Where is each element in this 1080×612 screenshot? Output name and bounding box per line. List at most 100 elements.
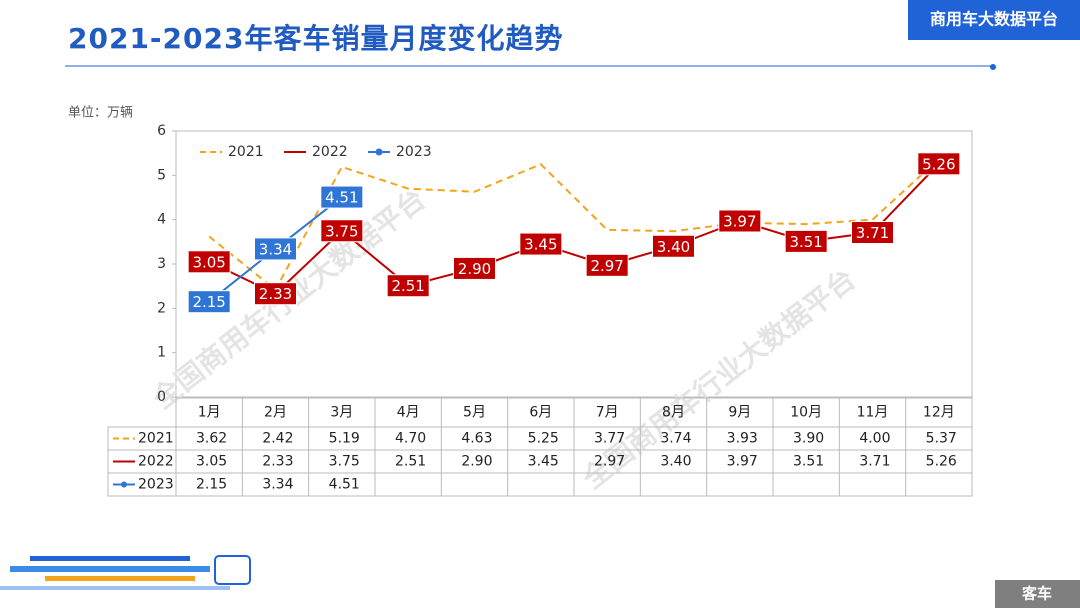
table-cell: 4.51 (329, 477, 360, 493)
table-series-name: 2021 (138, 431, 174, 447)
data-label: 3.97 (723, 212, 756, 230)
footer-box (995, 580, 1080, 608)
table-cell: 5.19 (329, 431, 360, 447)
label-box (917, 152, 961, 176)
table-cell: 3.74 (660, 431, 691, 447)
decoration (0, 555, 251, 590)
data-label: 3.71 (856, 224, 889, 242)
table-cell: 3.45 (528, 454, 559, 470)
table-cell: 2.33 (262, 454, 293, 470)
table-cell: 3.05 (196, 454, 227, 470)
y-tick-label: 5 (157, 167, 166, 183)
y-tick-label: 1 (157, 345, 166, 361)
x-tick-label: 10月 (790, 405, 822, 421)
x-tick-label: 5月 (463, 405, 486, 421)
table-cell: 3.77 (594, 431, 625, 447)
x-tick-label: 9月 (728, 405, 751, 421)
x-tick-label: 11月 (857, 405, 889, 421)
table-cell: 3.51 (793, 454, 824, 470)
table-cell: 2.51 (395, 454, 426, 470)
data-label: 4.51 (325, 189, 358, 207)
label-box (585, 253, 629, 277)
data-label: 3.05 (192, 253, 225, 271)
x-tick-label: 8月 (662, 405, 685, 421)
table-cell: 3.93 (727, 431, 758, 447)
x-tick-label: 4月 (397, 405, 420, 421)
label-box (718, 209, 762, 233)
data-label: 3.40 (657, 238, 690, 256)
table-cell: 3.90 (793, 431, 824, 447)
table-cell: 3.34 (262, 477, 293, 493)
badge: 商用车大数据平台 (930, 10, 1058, 29)
label-box (254, 282, 297, 306)
table-cell: 4.00 (859, 431, 890, 447)
x-tick-label: 3月 (330, 405, 353, 421)
x-tick-label: 2月 (264, 405, 287, 421)
x-tick-label: 1月 (198, 405, 221, 421)
table-cell: 3.75 (329, 454, 360, 470)
legend-marker (375, 148, 383, 156)
data-label: 2.33 (259, 285, 292, 303)
table-cell: 3.97 (727, 454, 758, 470)
table-cell: 5.26 (926, 454, 957, 470)
data-label: 2.97 (590, 257, 623, 275)
label-box (784, 229, 828, 253)
table-cell: 4.63 (461, 431, 492, 447)
table-cell: 4.70 (395, 431, 426, 447)
label-box (851, 221, 894, 245)
legend-label: 2021 (228, 144, 264, 160)
y-tick-label: 6 (157, 123, 166, 139)
label-box (187, 290, 231, 314)
y-tick-label: 3 (157, 256, 166, 272)
table-marker (121, 481, 127, 488)
footer-tag: 客车 (1021, 585, 1052, 603)
badge-box (908, 0, 1080, 40)
legend-label: 2023 (396, 144, 432, 160)
stripe (45, 576, 195, 581)
data-label: 2.15 (192, 293, 225, 311)
data-label: 2.90 (458, 260, 491, 278)
stripe (10, 566, 210, 572)
table-cell: 5.25 (528, 431, 559, 447)
label-box (320, 219, 364, 243)
label-box (519, 232, 563, 256)
truck-icon (214, 555, 251, 585)
x-tick-label: 12月 (923, 405, 955, 421)
label-box (320, 185, 364, 209)
label-box (652, 234, 695, 258)
table-cell: 3.71 (859, 454, 890, 470)
data-label: 3.75 (325, 222, 358, 240)
label-box (386, 274, 430, 298)
x-tick-label: 6月 (529, 405, 552, 421)
data-label: 3.45 (524, 236, 557, 254)
rule-dot (990, 64, 996, 70)
stripe (30, 556, 190, 561)
table-cell: 2.90 (461, 454, 492, 470)
table-series-name: 2023 (138, 477, 174, 493)
table-cell: 2.42 (262, 431, 293, 447)
table-cell: 2.97 (594, 454, 625, 470)
table-series-name: 2022 (138, 454, 174, 470)
table-cell: 3.62 (196, 431, 227, 447)
y-tick-label: 2 (157, 300, 166, 316)
table-cell: 2.15 (196, 477, 227, 493)
table-cell: 5.37 (926, 431, 957, 447)
data-label: 3.51 (789, 233, 822, 251)
y-tick-label: 4 (157, 212, 166, 228)
label-box (187, 250, 231, 274)
legend-label: 2022 (312, 144, 348, 160)
stripe (0, 586, 230, 590)
y-tick-label: 0 (157, 389, 166, 405)
data-label: 3.34 (259, 240, 292, 258)
label-box (453, 256, 496, 280)
label-box (254, 237, 297, 261)
title: 2021-2023年客车销量月度变化趋势 (68, 22, 563, 55)
series-line (208, 158, 940, 292)
data-label: 2.51 (391, 277, 424, 295)
data-label: 5.26 (922, 155, 955, 173)
unit: 单位：万辆 (68, 106, 133, 121)
x-tick-label: 7月 (596, 405, 619, 421)
table-cell: 3.40 (660, 454, 691, 470)
